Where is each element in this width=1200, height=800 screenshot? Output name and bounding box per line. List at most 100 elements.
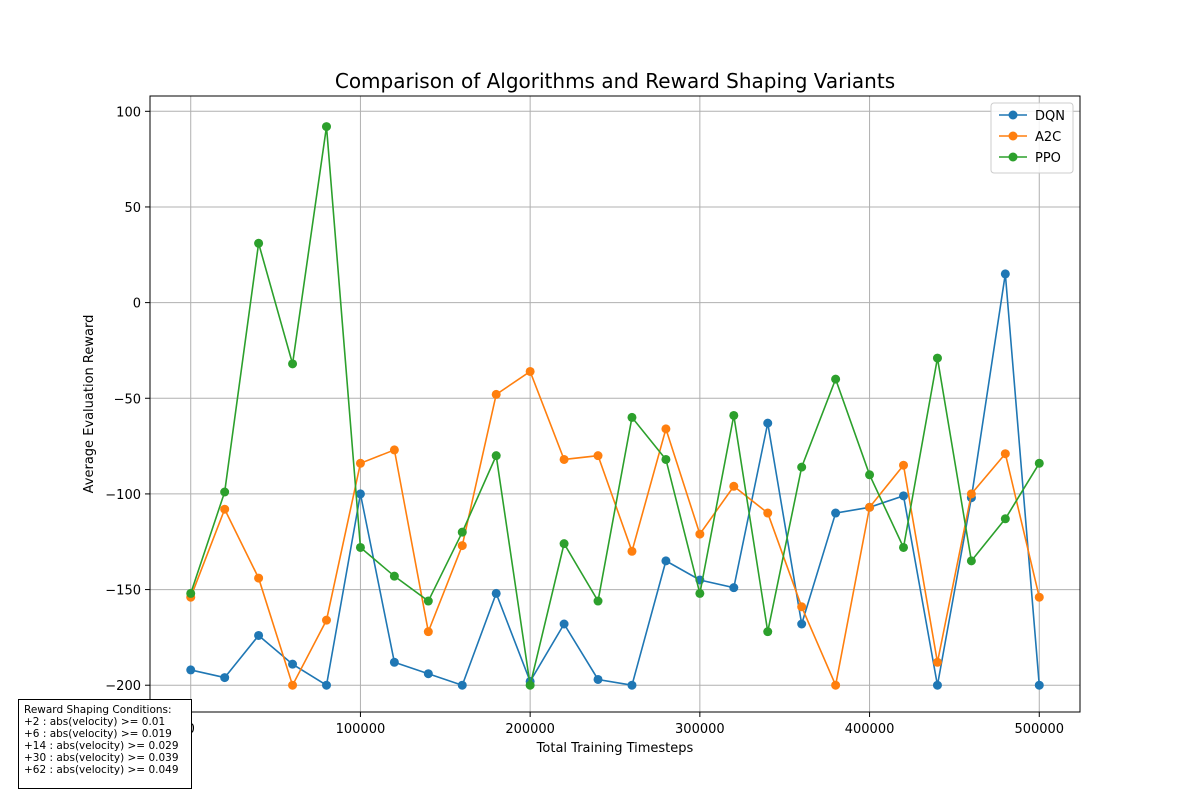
data-point-ppo [695, 588, 705, 598]
data-point-a2c [661, 424, 671, 434]
data-point-a2c [797, 602, 807, 612]
data-point-a2c [525, 366, 535, 376]
data-point-ppo [186, 588, 196, 598]
legend-label-a2c: A2C [1035, 130, 1061, 145]
annotation-line: +6 : abs(velocity) >= 0.019 [24, 728, 172, 740]
series-ppo [186, 122, 1044, 690]
data-point-a2c [831, 680, 841, 690]
data-point-ppo [321, 122, 331, 132]
x-tick-label: 200000 [505, 722, 555, 737]
data-point-dqn [321, 680, 331, 690]
data-point-a2c [389, 445, 399, 455]
axis-ticks: 0100000200000300000400000500000100500−50… [105, 105, 1064, 737]
data-point-ppo [355, 542, 365, 552]
data-point-dqn [593, 674, 603, 684]
data-point-dqn [627, 680, 637, 690]
data-point-a2c [1000, 449, 1010, 459]
series-layer [186, 122, 1044, 690]
data-point-a2c [865, 502, 875, 512]
data-point-dqn [729, 583, 739, 593]
x-tick-label: 100000 [336, 722, 386, 737]
data-point-dqn [932, 680, 942, 690]
legend-marker-dqn [1008, 110, 1018, 120]
y-tick-label: −100 [105, 488, 141, 503]
data-point-dqn [899, 491, 909, 501]
series-line-a2c [189, 370, 1041, 688]
data-point-dqn [661, 556, 671, 566]
data-point-dqn [186, 665, 196, 675]
y-tick-label: 0 [133, 297, 141, 312]
data-point-ppo [932, 353, 942, 363]
legend-label-dqn: DQN [1035, 109, 1065, 124]
chart-title: Comparison of Algorithms and Reward Shap… [335, 69, 895, 93]
plot-frame [149, 95, 1081, 713]
x-tick-label: 400000 [845, 722, 895, 737]
y-tick-label: 50 [124, 201, 141, 216]
series-a2c [186, 366, 1044, 690]
data-point-ppo [1000, 514, 1010, 524]
data-point-ppo [559, 539, 569, 549]
legend-marker-a2c [1008, 131, 1018, 141]
data-point-ppo [389, 571, 399, 581]
data-point-a2c [321, 615, 331, 625]
y-tick-label: −50 [114, 392, 141, 407]
data-point-a2c [729, 481, 739, 491]
data-point-ppo [831, 374, 841, 384]
data-point-a2c [220, 504, 230, 514]
y-tick-label: −150 [105, 584, 141, 599]
x-axis-label: Total Training Timesteps [536, 741, 694, 756]
data-point-dqn [389, 657, 399, 667]
x-tick-label: 300000 [675, 722, 725, 737]
legend: DQN A2C PPO [990, 102, 1074, 174]
data-point-ppo [797, 462, 807, 472]
annotation-line: +30 : abs(velocity) >= 0.039 [24, 752, 179, 764]
y-tick-label: −200 [105, 679, 141, 694]
data-point-a2c [763, 508, 773, 518]
data-point-dqn [1034, 680, 1044, 690]
data-point-a2c [355, 458, 365, 468]
data-point-dqn [254, 630, 264, 640]
data-point-dqn [355, 489, 365, 499]
data-point-dqn [220, 673, 230, 683]
data-point-ppo [457, 527, 467, 537]
data-point-ppo [593, 596, 603, 606]
data-point-dqn [423, 669, 433, 679]
data-point-a2c [254, 573, 264, 583]
data-point-a2c [932, 657, 942, 667]
data-point-a2c [593, 451, 603, 461]
data-point-a2c [423, 627, 433, 637]
data-point-dqn [763, 418, 773, 428]
data-point-ppo [220, 487, 230, 497]
data-point-a2c [695, 529, 705, 539]
data-point-ppo [763, 627, 773, 637]
data-point-ppo [966, 556, 976, 566]
data-point-dqn [559, 619, 569, 629]
annotation-title: Reward Shaping Conditions: [24, 704, 172, 716]
data-point-dqn [491, 588, 501, 598]
x-tick-label: 500000 [1014, 722, 1064, 737]
data-point-a2c [288, 680, 298, 690]
data-point-ppo [288, 359, 298, 369]
data-point-dqn [797, 619, 807, 629]
annotation-line: +14 : abs(velocity) >= 0.029 [24, 740, 179, 752]
legend-marker-ppo [1008, 152, 1018, 162]
data-point-a2c [457, 541, 467, 551]
data-point-ppo [899, 542, 909, 552]
annotation-line: +2 : abs(velocity) >= 0.01 [24, 716, 166, 728]
annotation-line: +62 : abs(velocity) >= 0.049 [24, 764, 179, 776]
data-point-ppo [525, 680, 535, 690]
data-point-dqn [831, 508, 841, 518]
data-point-ppo [423, 596, 433, 606]
data-point-ppo [491, 451, 501, 461]
legend-label-ppo: PPO [1035, 151, 1061, 166]
data-point-dqn [1000, 269, 1010, 279]
grid [150, 96, 1080, 712]
y-tick-label: 100 [116, 105, 141, 120]
data-point-ppo [1034, 458, 1044, 468]
data-point-ppo [627, 412, 637, 422]
data-point-ppo [729, 410, 739, 420]
data-point-dqn [457, 680, 467, 690]
data-point-a2c [899, 460, 909, 470]
